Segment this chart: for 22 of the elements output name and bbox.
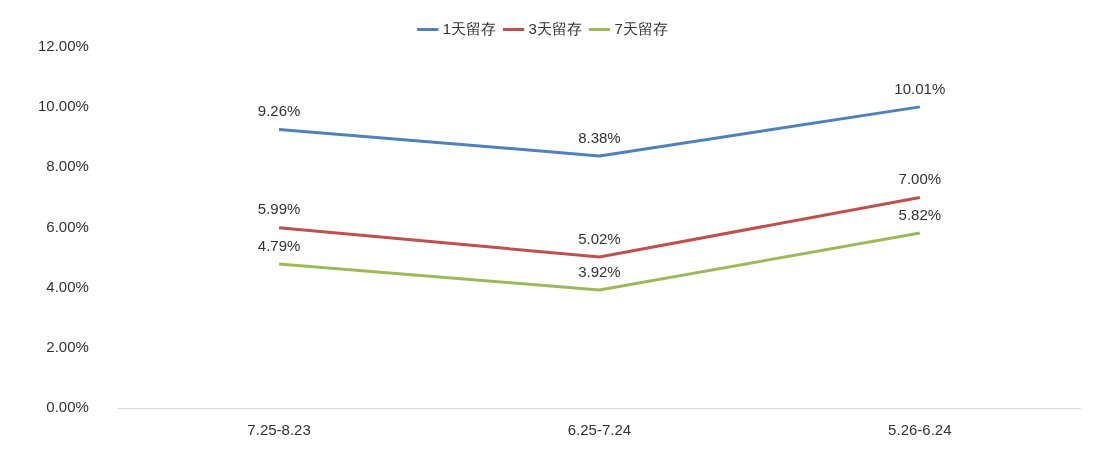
- data-label: 7.00%: [898, 170, 942, 188]
- data-label: 3.92%: [578, 262, 621, 280]
- y-tick-label: 2.00%: [46, 337, 89, 355]
- data-label: 10.01%: [894, 79, 946, 97]
- y-tick-label: 8.00%: [46, 157, 89, 175]
- legend-label: 7天留存: [614, 19, 668, 37]
- legend-label: 3天留存: [528, 19, 582, 37]
- data-label: 5.02%: [578, 229, 621, 247]
- data-label: 9.26%: [257, 102, 301, 120]
- y-tick-label: 4.00%: [46, 277, 89, 295]
- x-tick-label: 7.25-8.23: [247, 421, 311, 439]
- x-tick-label: 6.25-7.24: [567, 421, 632, 439]
- x-tick-label: 5.26-6.24: [888, 421, 952, 439]
- data-label: 4.79%: [257, 236, 301, 254]
- data-label: 5.82%: [898, 205, 942, 223]
- data-label: 5.99%: [257, 200, 301, 218]
- y-tick-label: 0.00%: [46, 398, 89, 416]
- y-tick-label: 6.00%: [46, 217, 89, 235]
- y-tick-label: 12.00%: [38, 37, 89, 55]
- data-label: 8.38%: [578, 128, 621, 146]
- y-tick-label: 10.00%: [38, 97, 89, 115]
- legend-label: 1天留存: [442, 19, 497, 37]
